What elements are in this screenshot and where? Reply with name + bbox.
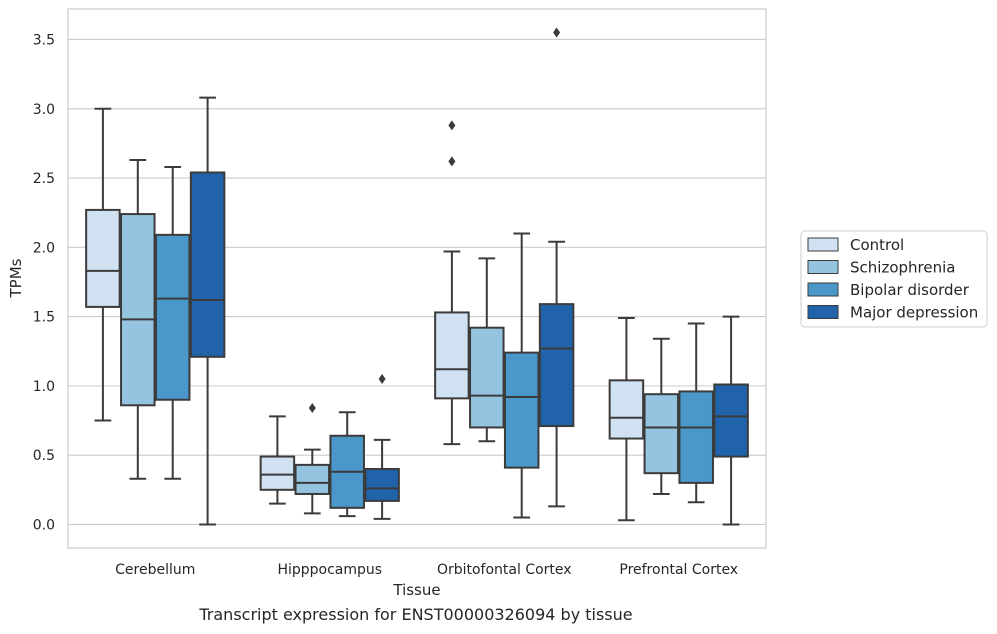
outlier-point xyxy=(448,156,456,167)
legend-label: Control xyxy=(850,236,904,254)
box-2-2 xyxy=(503,232,540,519)
box-3-3 xyxy=(713,315,749,526)
box-3-1 xyxy=(643,337,680,495)
legend-label: Schizophrenia xyxy=(850,259,955,277)
legend-swatch xyxy=(807,282,839,297)
box-body xyxy=(154,233,191,401)
boxes xyxy=(85,27,749,526)
box-2-1 xyxy=(469,257,505,443)
box-body xyxy=(503,351,540,469)
box-body xyxy=(469,326,505,429)
outlier-point xyxy=(308,403,316,414)
box-body xyxy=(434,311,470,400)
legend-swatch xyxy=(807,260,839,274)
plot-frame xyxy=(67,8,767,549)
y-tick-label: 0.0 xyxy=(33,517,55,533)
outlier-point xyxy=(553,27,561,38)
legend: Control Schizophrenia Bipolar disorder Majo… xyxy=(800,230,988,328)
legend-swatch xyxy=(807,305,839,319)
x-tick-label: Hipppocampus xyxy=(277,562,382,578)
box-body xyxy=(294,463,331,495)
box-0-0 xyxy=(85,107,121,422)
y-tick-label: 3.0 xyxy=(33,102,55,118)
box-3-2 xyxy=(678,322,714,504)
y-tick-label: 1.5 xyxy=(33,310,55,326)
y-tick-label: 2.5 xyxy=(33,171,55,187)
x-axis-label: Tissue xyxy=(392,581,440,599)
box-body xyxy=(678,390,714,484)
box-body xyxy=(85,208,121,308)
box-2-3 xyxy=(538,27,575,508)
box-1-3 xyxy=(364,373,400,520)
box-body xyxy=(189,171,226,358)
box-1-0 xyxy=(259,415,296,505)
box-body xyxy=(643,393,680,475)
box-body xyxy=(713,383,749,458)
x-tick-label: Prefrontal Cortex xyxy=(619,562,738,578)
y-tick-label: 3.5 xyxy=(33,32,55,48)
box-body xyxy=(259,455,296,491)
legend-label: Major depression xyxy=(850,304,978,322)
box-body xyxy=(608,379,645,440)
box-1-1 xyxy=(294,403,331,515)
box-1-2 xyxy=(329,411,365,518)
x-tick-label: Orbitofontal Cortex xyxy=(437,562,572,578)
y-tick-label: 2.0 xyxy=(33,240,55,256)
box-3-0 xyxy=(608,316,645,522)
legend-swatch xyxy=(807,237,839,252)
y-tick-label: 0.5 xyxy=(33,448,55,464)
box-body xyxy=(120,213,156,407)
legend-frame xyxy=(800,230,988,328)
box-body xyxy=(364,468,400,502)
outlier-point xyxy=(378,373,386,384)
x-tick-label: Cerebellum xyxy=(115,562,195,578)
box-2-0 xyxy=(434,120,470,446)
y-axis-label: TPMs xyxy=(7,258,25,298)
box-0-1 xyxy=(120,159,156,480)
box-0-2 xyxy=(154,165,191,480)
outlier-point xyxy=(448,120,456,131)
y-tick-labels: 0.0 0.5 1.0 1.5 2.0 2.5 3.0 3.5 xyxy=(33,32,55,533)
x-tick-labels: Cerebellum Hipppocampus Orbitofontal Corte… xyxy=(115,562,738,578)
figure-caption: Transcript expression for ENST0000032609… xyxy=(199,605,633,624)
box-body xyxy=(538,303,575,428)
y-tick-label: 1.0 xyxy=(33,379,55,395)
box-0-3 xyxy=(189,96,226,526)
legend-label: Bipolar disorder xyxy=(850,281,970,299)
